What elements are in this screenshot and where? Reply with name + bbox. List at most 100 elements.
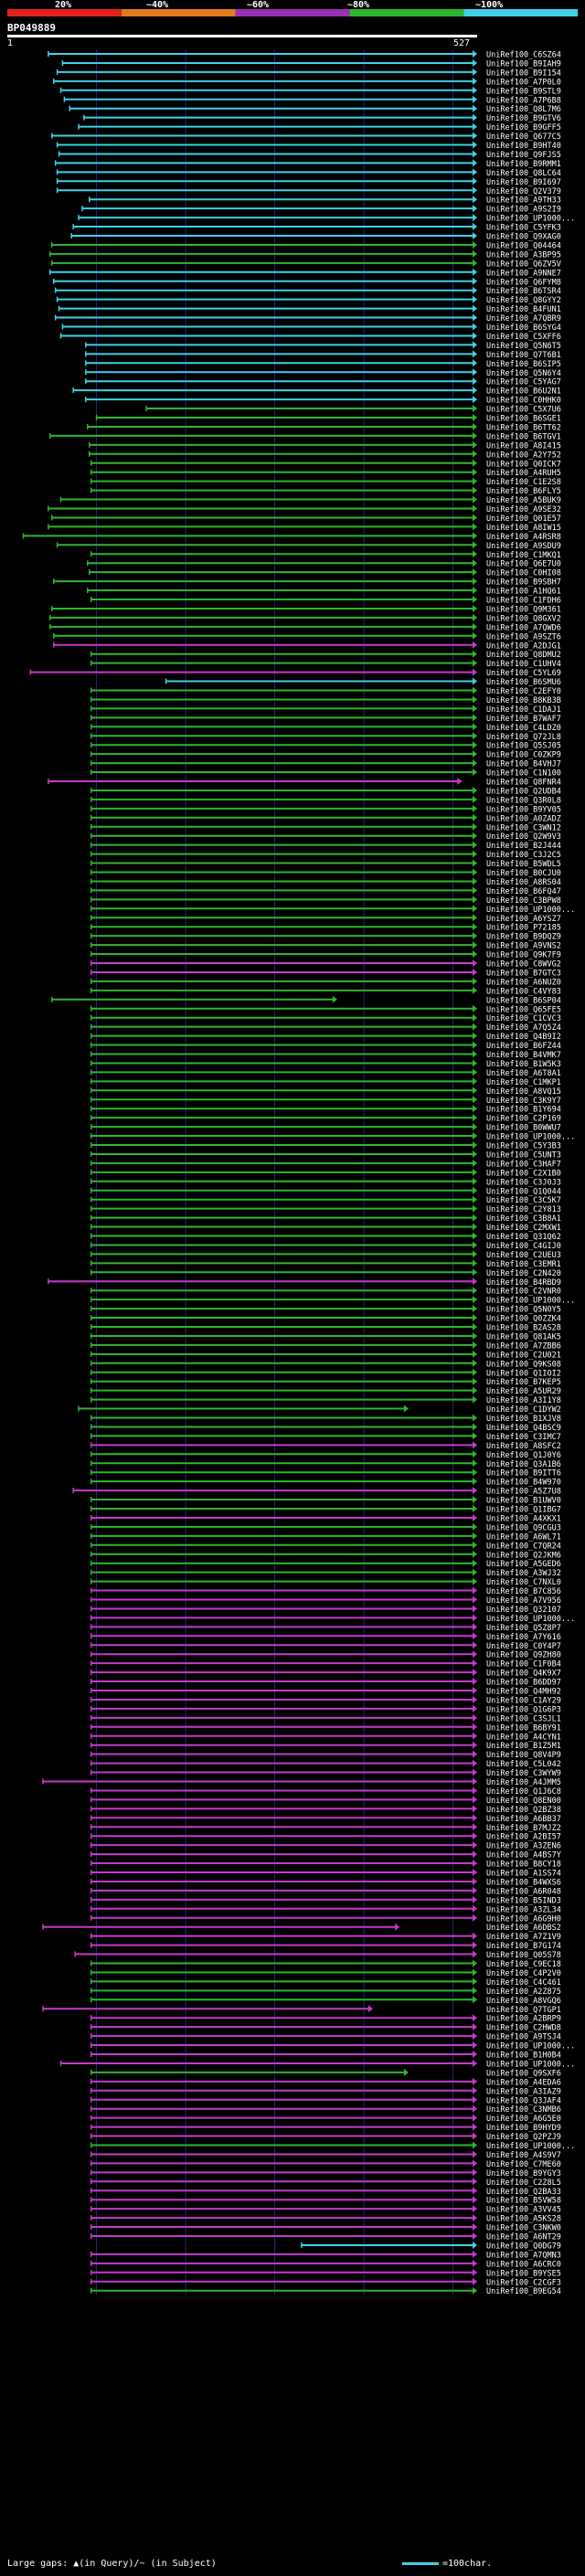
hit-label[interactable]: UniRef100_C1MKQ1	[486, 551, 561, 560]
hit-label[interactable]: UniRef100_Q1J0Y6	[486, 1451, 561, 1460]
hit-label[interactable]: UniRef100_C3WN12	[486, 823, 561, 832]
hit-label[interactable]: UniRef100_Q4K9X7	[486, 1670, 561, 1679]
hit-label[interactable]: UniRef100_A6R048	[486, 1887, 561, 1896]
hit-label[interactable]: UniRef100_A6NT29	[486, 2233, 561, 2242]
hit-label[interactable]: UniRef100_B6BY91	[486, 1723, 561, 1733]
hit-label[interactable]: UniRef100_B9HT40	[486, 142, 561, 151]
hit-label[interactable]: UniRef100_C1E2S8	[486, 478, 561, 487]
hit-label[interactable]: UniRef100_Q04464	[486, 241, 561, 250]
hit-label[interactable]: UniRef100_C5YAG7	[486, 378, 561, 387]
hit-label[interactable]: UniRef100_A6G9H0	[486, 1914, 561, 1924]
hit-label[interactable]: UniRef100_Q677C5	[486, 133, 561, 142]
hit-label[interactable]: UniRef100_A6BB37	[486, 1815, 561, 1824]
hit-label[interactable]: UniRef100_Q5N0Y5	[486, 1306, 561, 1315]
hit-label[interactable]: UniRef100_B9EG54	[486, 2287, 561, 2296]
hit-label[interactable]: UniRef100_B9YSE5	[486, 2269, 561, 2278]
hit-label[interactable]: UniRef100_Q8LC64	[486, 169, 561, 178]
hit-label[interactable]: UniRef100_B4FUN1	[486, 305, 561, 314]
hit-label[interactable]: UniRef100_Q9KS08	[486, 1360, 561, 1369]
hit-label[interactable]: UniRef100_C5Y3B3	[486, 1142, 561, 1151]
hit-label[interactable]: UniRef100_B6SGE1	[486, 415, 561, 424]
hit-label[interactable]: UniRef100_C7NXL0	[486, 1578, 561, 1587]
hit-label[interactable]: UniRef100_UP1000...	[486, 2042, 575, 2051]
hit-label[interactable]: UniRef100_C1F0B4	[486, 1660, 561, 1670]
hit-label[interactable]: UniRef100_UP1000...	[486, 215, 575, 224]
hit-label[interactable]: UniRef100_B6SYG4	[486, 323, 561, 333]
hit-label[interactable]: UniRef100_Q01E57	[486, 514, 561, 524]
hit-label[interactable]: UniRef100_B6TGV1	[486, 432, 561, 441]
hit-label[interactable]: UniRef100_UP1000...	[486, 2142, 575, 2151]
hit-label[interactable]: UniRef100_A3BP95	[486, 250, 561, 260]
hit-label[interactable]: UniRef100_Q1J6C8	[486, 1787, 561, 1797]
hit-label[interactable]: UniRef100_C0Y4P7	[486, 1642, 561, 1651]
hit-label[interactable]: UniRef100_Q2W9V3	[486, 832, 561, 842]
hit-label[interactable]: UniRef100_Q8L7M6	[486, 105, 561, 114]
hit-label[interactable]: UniRef100_Q9CGU3	[486, 1523, 561, 1532]
hit-label[interactable]: UniRef100_A2DJG1	[486, 641, 561, 651]
hit-label[interactable]: UniRef100_B9RMM1	[486, 160, 561, 169]
hit-label[interactable]: UniRef100_C2EFY0	[486, 687, 561, 696]
hit-label[interactable]: UniRef100_A7P6B8	[486, 96, 561, 105]
hit-label[interactable]: UniRef100_C4C461	[486, 1978, 561, 1988]
hit-label[interactable]: UniRef100_Q8DMU2	[486, 651, 561, 660]
hit-label[interactable]: UniRef100_A6NUZ0	[486, 978, 561, 987]
hit-label[interactable]: UniRef100_C3B8A1	[486, 1214, 561, 1224]
hit-label[interactable]: UniRef100_Q2BA33	[486, 2188, 561, 2197]
hit-label[interactable]: UniRef100_B9YGY3	[486, 2169, 561, 2178]
hit-label[interactable]: UniRef100_Q8EN00	[486, 1797, 561, 1806]
hit-label[interactable]: UniRef100_B6SMU6	[486, 678, 561, 687]
hit-label[interactable]: UniRef100_B8CY18	[486, 1860, 561, 1870]
hit-label[interactable]: UniRef100_C2VNR0	[486, 1288, 561, 1297]
hit-label[interactable]: UniRef100_UP1000...	[486, 1133, 575, 1142]
hit-label[interactable]: UniRef100_C4VY83	[486, 987, 561, 996]
hit-label[interactable]: UniRef100_Q7T6B1	[486, 351, 561, 360]
hit-label[interactable]: UniRef100_A9NNE7	[486, 269, 561, 278]
hit-label[interactable]: UniRef100_A7Z1V9	[486, 1933, 561, 1942]
hit-label[interactable]: UniRef100_A2Z875	[486, 1988, 561, 1997]
hit-label[interactable]: UniRef100_B9I154	[486, 69, 561, 78]
hit-label[interactable]: UniRef100_A1SS74	[486, 1870, 561, 1879]
hit-label[interactable]: UniRef100_A9TSJ4	[486, 2033, 561, 2042]
hit-label[interactable]: UniRef100_B1XJV8	[486, 1415, 561, 1424]
hit-label[interactable]: UniRef100_A7QBR9	[486, 314, 561, 323]
hit-label[interactable]: UniRef100_A5UR29	[486, 1387, 561, 1396]
hit-label[interactable]: UniRef100_A7Y616	[486, 1633, 561, 1642]
hit-label[interactable]: UniRef100_Q1IBG7	[486, 1506, 561, 1515]
hit-label[interactable]: UniRef100_A8VGQ6	[486, 1997, 561, 2006]
hit-label[interactable]: UniRef100_B6U2N1	[486, 387, 561, 397]
hit-label[interactable]: UniRef100_A8IW15	[486, 524, 561, 533]
hit-label[interactable]: UniRef100_Q2V379	[486, 187, 561, 196]
hit-label[interactable]: UniRef100_A4RSR8	[486, 533, 561, 542]
hit-label[interactable]: UniRef100_Q2BZ38	[486, 1806, 561, 1815]
hit-label[interactable]: UniRef100_B7C856	[486, 1587, 561, 1596]
hit-label[interactable]: UniRef100_B9SBH7	[486, 578, 561, 588]
hit-label[interactable]: UniRef100_C4GIJ0	[486, 1242, 561, 1251]
hit-label[interactable]: UniRef100_B6TT62	[486, 423, 561, 432]
hit-label[interactable]: UniRef100_C2MXW1	[486, 1224, 561, 1233]
hit-label[interactable]: UniRef100_A2BI57	[486, 1833, 561, 1842]
hit-label[interactable]: UniRef100_B0WWU7	[486, 1124, 561, 1133]
hit-label[interactable]: UniRef100_A6T8A1	[486, 1069, 561, 1078]
hit-label[interactable]: UniRef100_Q8V4P9	[486, 1751, 561, 1760]
hit-label[interactable]: UniRef100_B5VW58	[486, 2197, 561, 2206]
hit-label[interactable]: UniRef100_B7WAF7	[486, 715, 561, 724]
hit-label[interactable]: UniRef100_A5BUK9	[486, 496, 561, 505]
hit-label[interactable]: UniRef100_B9GFF5	[486, 123, 561, 133]
hit-label[interactable]: UniRef100_A5Z7U8	[486, 1488, 561, 1497]
hit-label[interactable]: UniRef100_B6FZ44	[486, 1042, 561, 1051]
hit-label[interactable]: UniRef100_A7ZBB6	[486, 1341, 561, 1351]
hit-label[interactable]: UniRef100_UP1000...	[486, 1297, 575, 1306]
hit-label[interactable]: UniRef100_C9EC18	[486, 1960, 561, 1969]
hit-label[interactable]: UniRef100_C3J2C5	[486, 851, 561, 860]
hit-label[interactable]: UniRef100_B9GTV6	[486, 114, 561, 123]
hit-label[interactable]: UniRef100_UP1000...	[486, 906, 575, 915]
hit-label[interactable]: UniRef100_B6SIP5	[486, 360, 561, 369]
hit-label[interactable]: UniRef100_C3SJL1	[486, 1714, 561, 1723]
hit-label[interactable]: UniRef100_Q6ZV5V	[486, 260, 561, 269]
hit-label[interactable]: UniRef100_C1MKP1	[486, 1078, 561, 1087]
hit-label[interactable]: UniRef100_B4W970	[486, 1479, 561, 1488]
hit-label[interactable]: UniRef100_A4XKX1	[486, 1514, 561, 1523]
hit-label[interactable]: UniRef100_B9I697	[486, 178, 561, 187]
hit-label[interactable]: UniRef100_A3VV45	[486, 2206, 561, 2215]
hit-label[interactable]: UniRef100_Q32107	[486, 1606, 561, 1615]
